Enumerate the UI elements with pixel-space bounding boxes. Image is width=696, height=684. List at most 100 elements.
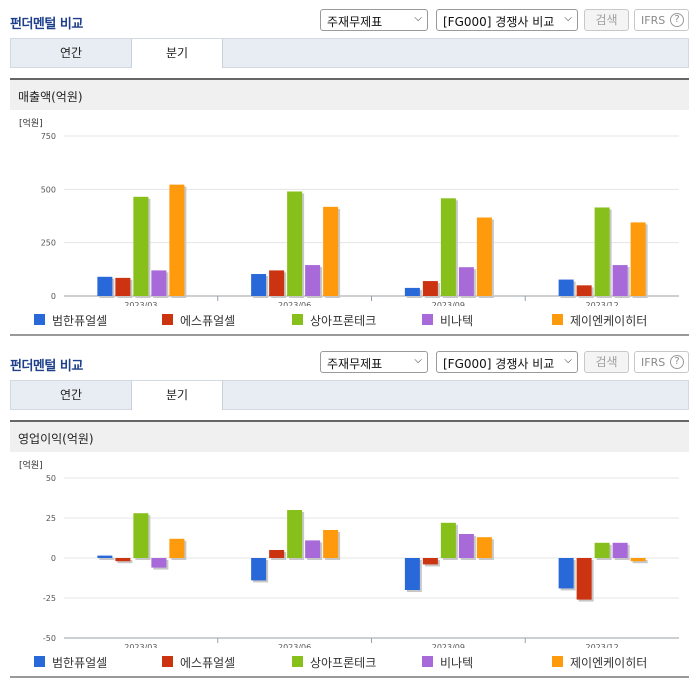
y-tick-label: 750: [41, 132, 56, 141]
comparison-group-select[interactable]: [FG000] 경쟁사 비교 ⌵: [436, 9, 578, 31]
bar: [630, 558, 646, 562]
legend-swatch: [162, 656, 173, 667]
bar: [422, 281, 438, 296]
x-tick-label: 2023/12: [586, 643, 619, 648]
bar: [269, 270, 285, 296]
bar: [630, 222, 646, 296]
legend-label: 범한퓨얼셀: [52, 314, 108, 328]
bar: [440, 198, 456, 296]
legend-label: 상아프론테크: [310, 314, 377, 328]
chevron-down-icon: ⌵: [564, 13, 572, 24]
y-tick-label: 50: [46, 474, 56, 483]
bar: [576, 285, 592, 296]
legend-label: 상아프론테크: [310, 656, 377, 670]
help-icon: ?: [670, 355, 684, 369]
bar: [305, 540, 321, 558]
bar-shadow: [632, 560, 648, 564]
search-button[interactable]: 검색: [584, 9, 629, 31]
ifrs-button[interactable]: IFRS ?: [634, 351, 689, 373]
period-tabs: 연간 분기: [10, 380, 689, 410]
x-tick-label: 2023/03: [124, 301, 157, 306]
bar: [594, 207, 610, 296]
tab-quarterly[interactable]: 분기: [131, 381, 223, 410]
panel-header: 펀더멘털 비교 주재무제표 ⌵ [FG000] 경쟁사 비교 ⌵ 검색 IFRS…: [0, 342, 696, 380]
tab-quarterly[interactable]: 분기: [131, 39, 223, 68]
x-tick-label: 2023/03: [124, 643, 157, 648]
legend-swatch: [292, 314, 303, 325]
bar: [476, 217, 492, 296]
bar: [115, 558, 131, 562]
bar: [422, 558, 438, 565]
bar: [558, 558, 574, 589]
ifrs-button[interactable]: IFRS ?: [634, 9, 689, 31]
y-tick-label: -50: [43, 634, 56, 643]
legend-label: 에스퓨얼셀: [180, 314, 236, 328]
bar: [269, 550, 285, 558]
bar: [476, 537, 492, 558]
x-tick-label: 2023/06: [278, 643, 311, 648]
bar: [323, 206, 339, 296]
metric-bar: 영업이익(억원): [10, 420, 689, 452]
comparison-group-select[interactable]: [FG000] 경쟁사 비교 ⌵: [436, 351, 578, 373]
bar: [169, 538, 185, 558]
metric-bar: 매출액(억원): [10, 78, 689, 110]
legend-label: 에스퓨얼셀: [180, 656, 236, 670]
tab-annual[interactable]: 연간: [59, 46, 83, 60]
y-tick-label: 500: [41, 185, 56, 194]
legend: 범한퓨얼셀 에스퓨얼셀 상아프론테크 비나텍 제이엔케이히터: [20, 653, 690, 671]
chevron-down-icon: ⌵: [414, 13, 422, 24]
metric-label: 매출액(억원): [18, 90, 83, 104]
legend-swatch: [552, 314, 563, 325]
bar: [287, 191, 303, 296]
bar: [323, 530, 339, 558]
bar: [558, 279, 574, 296]
x-tick-label: 2023/09: [432, 643, 465, 648]
legend-swatch: [34, 314, 45, 325]
bar: [404, 558, 420, 590]
bar: [458, 534, 474, 558]
legend-label: 비나텍: [440, 656, 474, 670]
ifrs-label: IFRS: [641, 14, 666, 27]
metric-label: 영업이익(억원): [18, 432, 94, 446]
chevron-down-icon: ⌵: [564, 355, 572, 366]
revenue-panel: 펀더멘털 비교 주재무제표 ⌵ [FG000] 경쟁사 비교 ⌵ 검색 IFRS…: [10, 9, 690, 336]
bar: [594, 542, 610, 558]
bar-shadow: [117, 560, 133, 564]
bar: [115, 277, 131, 296]
legend-swatch: [34, 656, 45, 667]
legend-swatch: [162, 314, 173, 325]
period-tabs: 연간 분기: [10, 38, 689, 68]
bar: [251, 274, 267, 296]
bar: [169, 184, 185, 296]
operating-profit-chart-svg: [억원] -50 -25 0 25 50 2023/03 2023/06 2023/09 2023…: [19, 459, 679, 648]
tab-annual[interactable]: 연간: [59, 388, 83, 402]
x-tick-label: 2023/06: [278, 301, 311, 306]
bar: [458, 267, 474, 296]
search-button[interactable]: 검색: [584, 351, 629, 373]
legend: 범한퓨얼셀 에스퓨얼셀 상아프론테크 비나텍 제이엔케이히터: [20, 311, 690, 329]
bar-shadow: [99, 557, 115, 560]
bar: [404, 287, 420, 296]
legend-swatch: [552, 656, 563, 667]
operating-profit-chart: [억원] -50 -25 0 25 50 2023/03 2023/06 2023/09 2023…: [10, 452, 689, 648]
y-tick-label: 25: [46, 514, 56, 523]
comparison-group-value: [FG000] 경쟁사 비교: [443, 357, 555, 371]
y-tick-label: 250: [41, 239, 56, 248]
y-tick-label: -25: [43, 594, 56, 603]
statement-type-select[interactable]: 주재무제표 ⌵: [320, 9, 428, 31]
y-unit-label: [억원]: [19, 117, 43, 129]
panel-divider: [10, 334, 689, 336]
y-unit-label: [억원]: [19, 459, 43, 471]
bar: [151, 270, 167, 296]
bar: [133, 196, 149, 296]
bar: [287, 510, 303, 558]
revenue-chart: [억원] 0 250 500 750 2023/03 2023/06 2023/09 2023/…: [10, 110, 689, 306]
bar: [305, 265, 321, 296]
x-tick-label: 2023/12: [586, 301, 619, 306]
panel-divider: [10, 676, 689, 678]
statement-type-value: 주재무제표: [327, 357, 383, 371]
help-icon: ?: [670, 13, 684, 27]
statement-type-select[interactable]: 주재무제표 ⌵: [320, 351, 428, 373]
legend-label: 제이엔케이히터: [570, 314, 648, 328]
legend-swatch: [292, 656, 303, 667]
